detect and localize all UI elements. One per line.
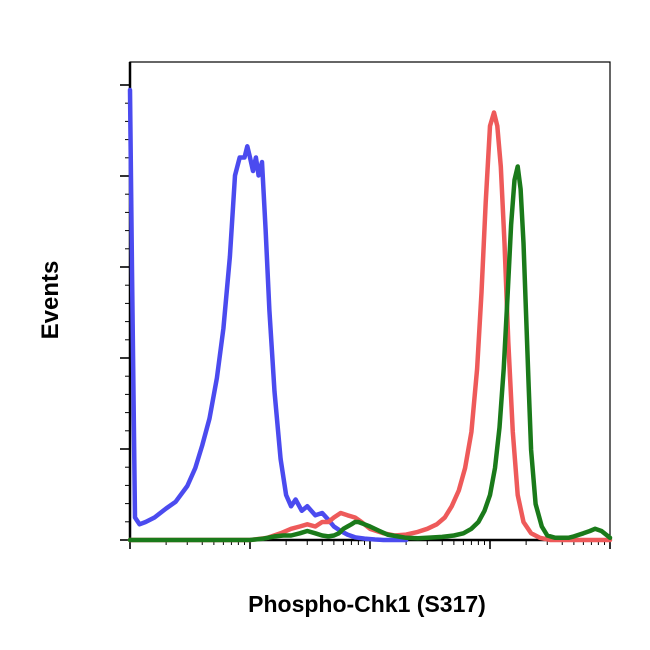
histogram-series-2 — [127, 110, 613, 543]
x-axis-label: Phospho-Chk1 (S317) — [248, 591, 486, 617]
plot-frame — [129, 61, 611, 541]
histogram-series-1 — [127, 87, 409, 543]
series-layer — [127, 87, 613, 543]
y-axis-label: Events — [37, 261, 64, 340]
histogram-series-3 — [127, 164, 613, 543]
